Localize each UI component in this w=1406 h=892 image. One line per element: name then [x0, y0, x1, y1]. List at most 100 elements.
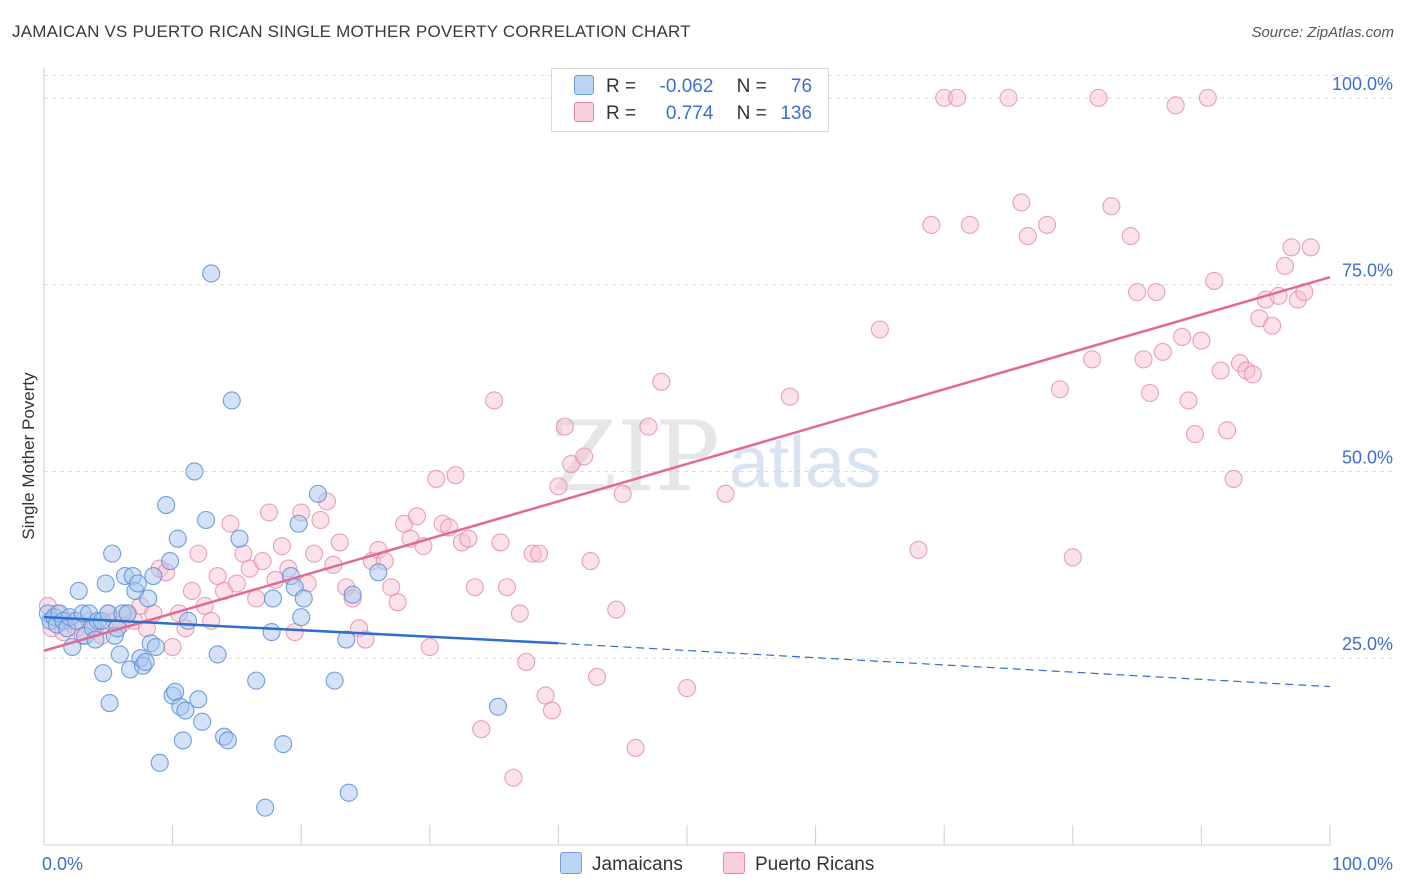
- puerto-ricans-point: [999, 88, 1018, 107]
- jamaicans-point: [118, 604, 137, 623]
- jamaicans-point: [208, 645, 227, 664]
- puerto-ricans-point: [1173, 327, 1192, 347]
- puerto-ricans-point: [247, 589, 266, 608]
- jamaicans-point: [369, 563, 388, 582]
- puerto-ricans-trend-line: [43, 275, 1331, 652]
- puerto-ricans-point: [382, 578, 401, 597]
- puerto-ricans-point: [542, 701, 562, 720]
- jamaicans-point: [222, 391, 241, 410]
- legend-n-value: 76: [790, 76, 813, 97]
- jamaicans-point: [150, 753, 169, 772]
- puerto-ricans-point: [626, 738, 645, 757]
- axis-labels: 25.0% 50.0% 75.0% 100.0% 0.0% 100.0% Single Mo…: [19, 74, 1393, 874]
- puerto-ricans-point: [1275, 256, 1295, 276]
- puerto-ricans-point: [1128, 283, 1147, 302]
- legend-n-label: N =: [736, 103, 767, 124]
- jamaicans-point: [193, 712, 212, 731]
- puerto-ricans-point: [536, 686, 555, 705]
- source-label: Source: ZipAtlas.com: [1251, 24, 1394, 41]
- puerto-ricans-point: [446, 466, 465, 485]
- puerto-ricans-point: [311, 510, 330, 530]
- jamaicans-point: [139, 589, 158, 608]
- jamaicans-point: [308, 484, 327, 503]
- puerto-ricans-point: [1243, 365, 1262, 384]
- jamaicans-point: [325, 671, 344, 690]
- jamaicans-point: [262, 623, 281, 642]
- puerto-ricans-point: [1153, 342, 1172, 361]
- axes: [43, 68, 1331, 846]
- legend-r-value: -0.062: [659, 76, 714, 97]
- puerto-ricans-point: [587, 667, 607, 686]
- puerto-ricans-point: [1166, 96, 1185, 115]
- puerto-ricans-point: [555, 417, 574, 436]
- jamaicans-point: [196, 510, 216, 530]
- jamaicans-points: [38, 264, 508, 817]
- jamaicans-point: [110, 645, 129, 664]
- puerto-ricans-point: [1063, 548, 1082, 567]
- puerto-ricans-point: [1147, 283, 1166, 302]
- puerto-ricans-point: [1050, 380, 1069, 399]
- puerto-ricans-point: [427, 469, 446, 488]
- chart-title: JAMAICAN VS PUERTO RICAN SINGLE MOTHER P…: [12, 22, 691, 41]
- jamaicans-point: [144, 566, 163, 586]
- puerto-ricans-point: [504, 768, 523, 787]
- jamaicans-point: [247, 671, 266, 690]
- puerto-ricans-point: [948, 88, 967, 107]
- puerto-ricans-point: [189, 544, 208, 563]
- puerto-ricans-point: [549, 477, 568, 496]
- puerto-ricans-point: [259, 503, 279, 522]
- jamaicans-point: [136, 652, 155, 672]
- jamaicans-point: [178, 611, 198, 630]
- puerto-ricans-point: [1205, 271, 1224, 290]
- bottom-legend-jamaicans[interactable]: Jamaicans: [560, 852, 683, 876]
- puerto-ricans-point: [510, 604, 529, 623]
- puerto-ricans-point: [607, 600, 626, 619]
- jamaicans-point: [128, 574, 147, 593]
- bottom-legend-label: Puerto Ricans: [755, 854, 875, 875]
- jamaicans-point: [94, 664, 113, 683]
- watermark-atlas: atlas: [729, 423, 881, 503]
- puerto-ricans-point: [935, 88, 954, 107]
- jamaicans-point: [103, 544, 122, 563]
- jamaicans-point: [189, 690, 208, 709]
- puerto-ricans-point: [1218, 421, 1237, 440]
- jamaicans-point: [289, 514, 308, 533]
- puerto-ricans-point: [305, 544, 324, 563]
- puerto-ricans-point: [960, 215, 979, 234]
- puerto-ricans-point: [677, 679, 697, 698]
- jamaicans-swatch-icon: [560, 852, 582, 874]
- y-tick-label: 50.0%: [1342, 447, 1393, 467]
- puerto-ricans-point: [1012, 193, 1031, 212]
- y-tick-label: 25.0%: [1342, 634, 1393, 654]
- legend-r-label: R =: [606, 76, 637, 97]
- jamaicans-point: [157, 496, 176, 515]
- legend-n-label: N =: [736, 76, 767, 97]
- puerto-ricans-point: [780, 387, 799, 406]
- puerto-ricans-point: [1102, 197, 1121, 216]
- puerto-ricans-point: [420, 637, 439, 657]
- jamaicans-point: [173, 731, 192, 750]
- puerto-ricans-point: [870, 320, 889, 339]
- puerto-ricans-point: [1179, 391, 1198, 410]
- puerto-ricans-point: [1083, 350, 1102, 369]
- puerto-ricans-point: [272, 537, 291, 556]
- jamaicans-point: [292, 608, 311, 627]
- puerto-ricans-point: [530, 544, 549, 563]
- jamaicans-point: [202, 264, 221, 283]
- bottom-legend-puerto-ricans[interactable]: Puerto Ricans: [723, 852, 874, 876]
- puerto-ricans-point: [581, 552, 600, 571]
- puerto-ricans-point: [1288, 290, 1307, 309]
- puerto-ricans-point: [491, 533, 510, 552]
- puerto-ricans-point: [208, 566, 227, 586]
- jamaicans-point: [160, 552, 180, 571]
- jamaicans-point: [263, 589, 282, 608]
- puerto-ricans-point: [1230, 354, 1250, 373]
- jamaicans-point: [488, 697, 508, 716]
- puerto-ricans-point: [1192, 331, 1211, 350]
- puerto-ricans-point: [613, 484, 632, 503]
- x-tick-label: 0.0%: [42, 854, 83, 874]
- jamaicans-point: [339, 783, 358, 802]
- jamaicans-point: [343, 585, 362, 604]
- puerto-ricans-point: [472, 720, 491, 739]
